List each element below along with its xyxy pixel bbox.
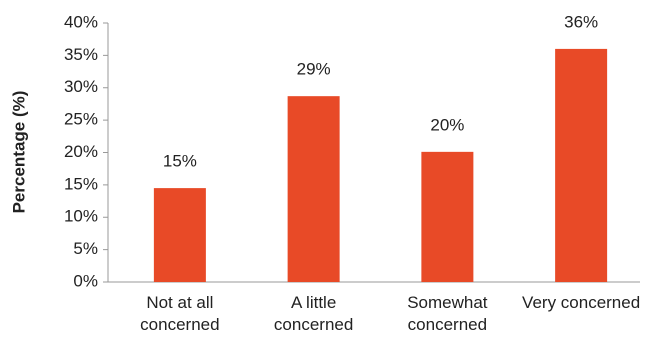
- bar: [287, 96, 340, 282]
- y-axis-label: Percentage (%): [9, 91, 28, 214]
- bar: [153, 188, 206, 282]
- y-tick-label: 35%: [64, 45, 98, 64]
- y-tick-label: 5%: [73, 239, 98, 258]
- bar: [555, 48, 608, 283]
- x-tick-label: Very concerned: [522, 293, 641, 312]
- data-label: 29%: [297, 60, 331, 79]
- y-tick-label: 40%: [64, 12, 98, 31]
- x-tick-label: Somewhat concerned: [407, 293, 488, 334]
- x-tick-label: A little concerned: [273, 293, 354, 334]
- y-tick-label: 30%: [64, 77, 98, 96]
- y-tick-label: 10%: [64, 207, 98, 226]
- y-tick-label: 25%: [64, 110, 98, 129]
- y-tick-label: 20%: [64, 142, 98, 161]
- bar: [421, 151, 474, 282]
- data-label: 20%: [430, 115, 464, 134]
- data-label: 36%: [564, 12, 598, 31]
- x-tick-label: Not at all concerned: [140, 293, 220, 334]
- y-tick-label: 15%: [64, 174, 98, 193]
- data-label: 15%: [163, 152, 197, 171]
- y-tick-label: 0%: [73, 271, 98, 290]
